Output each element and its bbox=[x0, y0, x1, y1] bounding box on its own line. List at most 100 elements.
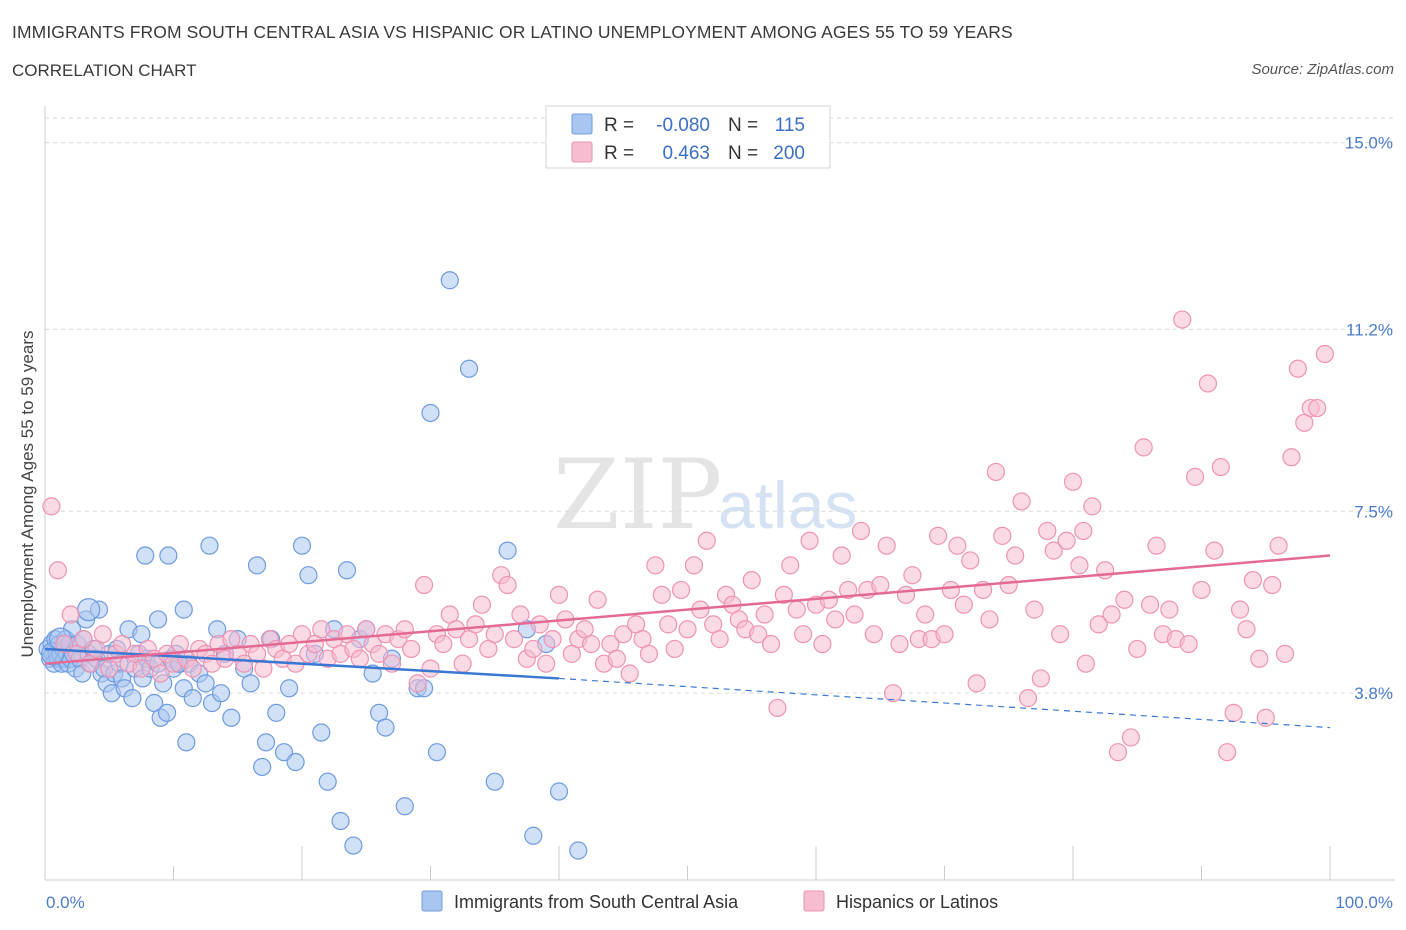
point-pink-93 bbox=[639, 644, 659, 663]
series-legend: Immigrants from South Central Asia Hispa… bbox=[421, 890, 998, 912]
legend-swatch-blue bbox=[571, 113, 593, 135]
point-pink-146 bbox=[980, 610, 999, 629]
point-pink-99 bbox=[678, 620, 697, 639]
point-pink-1 bbox=[48, 561, 67, 580]
point-pink-55 bbox=[395, 620, 414, 639]
bottom-legend-swatch-pink bbox=[803, 890, 825, 912]
series-south-central-asia bbox=[38, 271, 588, 860]
point-blue-62 bbox=[148, 610, 168, 629]
point-pink-149 bbox=[999, 575, 1018, 595]
point-pink-2 bbox=[55, 634, 74, 654]
y-tick-label-1: 7.5% bbox=[1354, 502, 1393, 521]
point-blue-108 bbox=[485, 772, 504, 791]
legend-box bbox=[545, 105, 831, 169]
point-pink-33 bbox=[254, 659, 273, 678]
point-pink-160 bbox=[1070, 556, 1089, 575]
y-tick-label-3: 15.0% bbox=[1345, 134, 1393, 153]
point-pink-123 bbox=[832, 546, 851, 565]
point-pink-116 bbox=[787, 600, 806, 619]
point-pink-166 bbox=[1108, 743, 1128, 762]
point-blue-97 bbox=[363, 664, 382, 683]
point-pink-98 bbox=[671, 580, 691, 600]
legend-r-value-1: -0.080 bbox=[656, 115, 710, 136]
point-pink-77 bbox=[537, 654, 556, 673]
point-blue-63 bbox=[159, 546, 178, 565]
point-pink-69 bbox=[485, 625, 504, 644]
point-pink-134 bbox=[903, 566, 922, 585]
bottom-legend-label-pink: Hispanics or Latinos bbox=[836, 892, 998, 912]
point-blue-89 bbox=[312, 723, 331, 742]
point-pink-115 bbox=[781, 556, 800, 575]
point-pink-128 bbox=[864, 625, 883, 644]
point-pink-109 bbox=[742, 571, 761, 590]
point-pink-58 bbox=[414, 575, 434, 595]
point-pink-102 bbox=[697, 531, 716, 550]
point-pink-178 bbox=[1185, 467, 1205, 486]
point-pink-129 bbox=[871, 575, 890, 595]
point-pink-138 bbox=[928, 526, 948, 545]
trend-line-blue bbox=[44, 647, 560, 680]
point-pink-132 bbox=[890, 634, 909, 654]
point-pink-193 bbox=[1282, 448, 1301, 467]
point-pink-174 bbox=[1160, 600, 1179, 619]
point-blue-110 bbox=[524, 826, 543, 845]
point-pink-198 bbox=[1315, 344, 1334, 364]
point-pink-88 bbox=[607, 649, 626, 668]
point-pink-14 bbox=[132, 659, 151, 678]
point-blue-66 bbox=[183, 689, 202, 708]
point-blue-113 bbox=[569, 841, 588, 860]
point-pink-152 bbox=[1018, 689, 1038, 708]
point-pink-142 bbox=[954, 595, 973, 614]
chart-subtitle: CORRELATION CHART bbox=[12, 61, 197, 80]
x-tick-label-1: 100.0% bbox=[1335, 893, 1393, 912]
point-pink-191 bbox=[1269, 536, 1288, 555]
point-pink-67 bbox=[472, 595, 491, 614]
point-blue-61 bbox=[136, 546, 155, 565]
point-pink-186 bbox=[1237, 620, 1256, 639]
point-pink-124 bbox=[839, 580, 858, 600]
point-pink-120 bbox=[813, 634, 832, 654]
point-pink-48 bbox=[350, 649, 369, 668]
point-blue-69 bbox=[200, 536, 219, 555]
point-pink-181 bbox=[1205, 541, 1224, 560]
point-pink-169 bbox=[1128, 639, 1147, 659]
point-pink-117 bbox=[794, 625, 813, 644]
point-pink-154 bbox=[1031, 669, 1050, 688]
point-blue-large-1 bbox=[77, 597, 101, 622]
point-blue-99 bbox=[376, 718, 395, 737]
point-pink-159 bbox=[1063, 472, 1083, 491]
point-pink-95 bbox=[652, 585, 671, 604]
point-blue-86 bbox=[292, 536, 312, 555]
watermark-zip: ZIP bbox=[553, 439, 722, 551]
chart-title: IMMIGRANTS FROM SOUTH CENTRAL ASIA VS HI… bbox=[12, 22, 1013, 42]
point-blue-80 bbox=[256, 733, 276, 752]
point-pink-126 bbox=[851, 521, 871, 541]
bottom-legend-swatch-blue bbox=[421, 890, 443, 912]
point-pink-185 bbox=[1230, 600, 1250, 619]
point-blue-58 bbox=[177, 733, 196, 752]
point-blue-94 bbox=[344, 836, 363, 855]
point-blue-65 bbox=[174, 600, 193, 619]
point-pink-158 bbox=[1057, 531, 1076, 550]
point-blue-72 bbox=[211, 684, 231, 703]
point-pink-5 bbox=[74, 630, 93, 649]
y-axis-label: Unemployment Among Ages 55 to 59 years bbox=[18, 331, 37, 658]
legend-n-value-2: 200 bbox=[773, 143, 805, 164]
point-pink-97 bbox=[665, 639, 684, 659]
source-credit: Source: ZipAtlas.com bbox=[1251, 61, 1394, 78]
point-pink-150 bbox=[1006, 546, 1025, 565]
point-blue-82 bbox=[267, 703, 286, 722]
legend-r-label-1: R = bbox=[604, 115, 634, 136]
point-pink-155 bbox=[1038, 521, 1057, 541]
point-pink-61 bbox=[434, 634, 453, 654]
point-pink-8 bbox=[93, 625, 112, 644]
point-pink-42 bbox=[312, 620, 331, 639]
legend-swatch-pink bbox=[571, 141, 593, 163]
point-pink-125 bbox=[845, 605, 864, 624]
point-pink-0 bbox=[42, 497, 61, 516]
point-pink-57 bbox=[408, 674, 427, 693]
point-pink-85 bbox=[588, 590, 607, 609]
point-pink-167 bbox=[1115, 590, 1134, 609]
point-blue-42 bbox=[123, 689, 142, 708]
